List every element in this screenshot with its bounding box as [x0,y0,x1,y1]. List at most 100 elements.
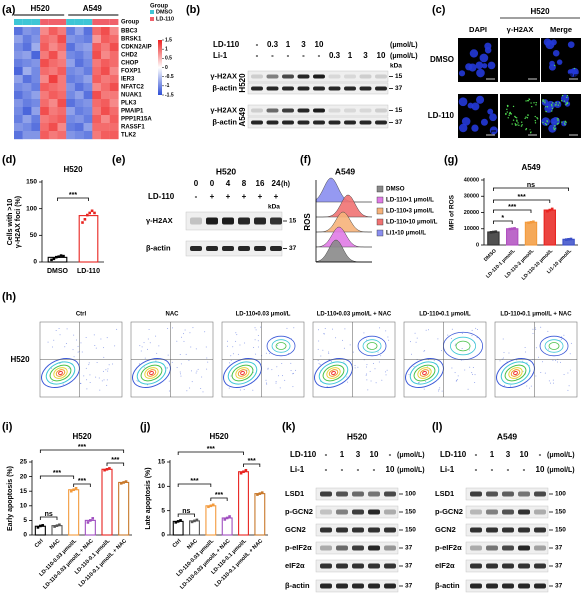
color-bar-label: 0 [165,65,168,71]
heatmap-cell [74,75,84,84]
event [86,379,88,381]
significance-label: * [501,215,504,222]
heatmap-cell [40,27,49,36]
event [326,386,328,388]
event [59,334,61,336]
data-point [494,230,498,233]
event [148,329,150,331]
treatment-value: - [325,465,328,474]
blot-band [502,491,514,497]
contour [455,340,471,352]
event [86,388,88,390]
data-point [81,221,84,224]
heatmap-cell [101,123,110,132]
blot-band [534,509,546,515]
heatmap-cell [40,35,49,44]
blot-band [352,545,364,551]
blot-band [297,86,310,91]
event [275,381,277,383]
heatmap-cell [14,75,23,84]
heatmap-cell [14,83,23,92]
protein-label: β-actin [435,581,460,590]
treatment-value: - [302,51,305,60]
event [236,334,238,336]
treatment-value: - [523,465,526,474]
heatmap-cell [66,51,76,60]
protein-label: LSD1 [285,489,304,498]
foci [546,106,549,108]
event [372,363,374,365]
significance-label: *** [508,204,516,211]
heatmap-cell [57,123,67,132]
bar [205,505,217,536]
heatmap-cell [66,35,76,44]
heatmap-cell [101,131,110,140]
heatmap-cell [83,67,93,76]
y-tick-label: 0 [476,242,479,248]
plot-title: Ctrl [76,312,87,318]
event [105,369,107,371]
heatmap-cell [14,131,23,140]
blot-band [206,217,218,225]
heatmap-cell [101,83,110,92]
foci [529,132,532,134]
event [538,356,540,358]
event [252,389,254,391]
blot-band [270,246,282,251]
heatmap-cell [92,107,102,116]
contour [237,369,248,377]
event [464,369,466,371]
nucleus [458,123,468,133]
heatmap-cell [22,43,32,52]
treatment-value: 3 [506,450,511,459]
y-tick-label: 5 [23,517,27,524]
blot-band [320,583,332,589]
foci [535,101,537,104]
foci [557,122,560,124]
significance-label: ns [45,511,53,518]
blot-band [470,563,482,569]
treatment-value: 10 [370,450,379,459]
gene-label: RASSF1 [121,125,145,131]
event [185,353,187,355]
event [100,338,102,340]
marker-label: 150 [555,509,566,516]
foci [525,100,527,102]
event [547,348,549,350]
event [114,345,116,347]
event [568,385,570,387]
foci [510,113,512,115]
event [540,371,542,373]
group-bar [92,19,101,25]
heatmap-cell [22,115,32,124]
event [416,337,418,339]
data-point [122,481,125,484]
blot-band [266,108,279,113]
event [140,350,142,352]
blot-band [502,563,514,569]
heatmap-cell [40,83,49,92]
blot-band [470,491,482,497]
event [230,355,232,357]
data-point [55,255,58,259]
event [437,338,439,340]
event [461,332,463,334]
heatmap-cell [83,115,93,124]
y-tick-label: 150 [26,179,37,186]
blot-band [486,527,498,533]
bar [254,493,266,536]
foci [534,115,536,118]
event [526,385,528,387]
event [275,382,277,384]
event [206,368,208,370]
treatment-value: 0.3 [329,51,341,60]
blot-band [502,583,514,589]
blot-band [486,583,498,589]
contour [144,367,159,379]
event [171,361,173,363]
legend-swatch [376,229,384,237]
data-point [532,220,535,224]
contour [58,370,63,376]
treatment-value: 8 [242,179,247,188]
event [290,362,292,364]
